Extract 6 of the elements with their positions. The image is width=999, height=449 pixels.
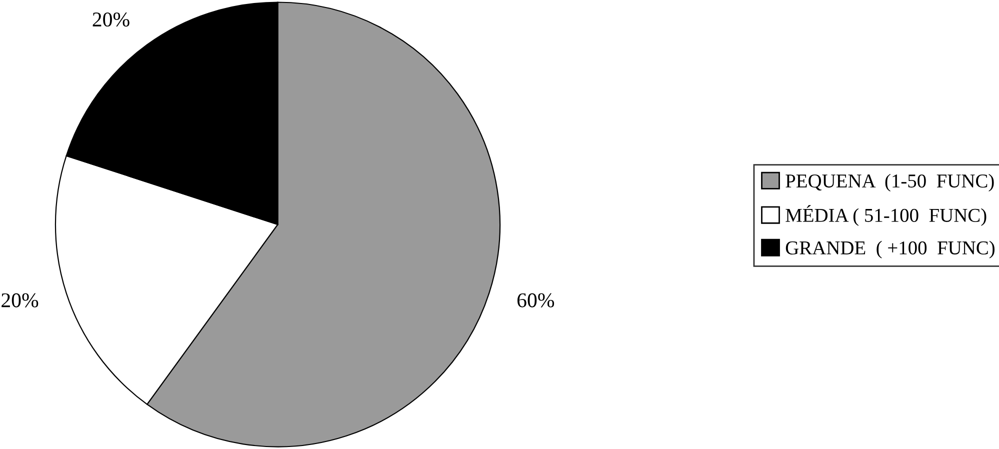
legend-label: GRANDE ( +100 FUNC) [786,240,995,258]
legend-label: MÉDIA ( 51-100 FUNC) [786,205,986,226]
legend-label: PEQUENA (1-50 FUNC) [786,174,994,192]
data-label: 60% [517,293,554,308]
data-label: 20% [2,293,38,308]
data-label: 20% [92,12,130,27]
